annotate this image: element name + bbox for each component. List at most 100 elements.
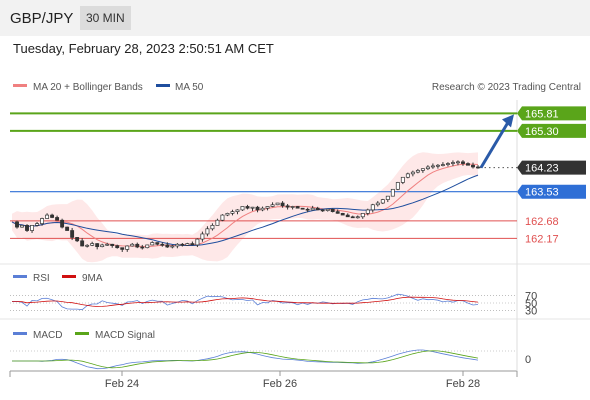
candle-body (390, 188, 395, 197)
candle-body (471, 164, 475, 168)
candle-body (140, 246, 145, 249)
candle-body (240, 206, 245, 211)
x-tick-label: Feb 24 (105, 378, 139, 390)
candle-body (450, 162, 455, 164)
credit-text: Research © 2023 Trading Central (432, 82, 581, 93)
candle-body (340, 212, 345, 216)
support-2-label: 162.17 (525, 233, 559, 245)
candle-body (265, 206, 270, 209)
candle-body (40, 218, 45, 225)
last-price-label: 164.23 (525, 163, 559, 175)
candle-body (285, 205, 290, 208)
candle-body (210, 225, 215, 230)
candle-body (445, 163, 450, 165)
candle-body (270, 204, 275, 207)
candle-body (185, 243, 190, 246)
candle-body (330, 208, 335, 212)
ma20-line (11, 163, 479, 248)
candle-body (380, 199, 385, 204)
candle-body (155, 242, 160, 245)
candle-body (145, 244, 150, 249)
resistance-1-tag (517, 123, 586, 138)
candle-body (395, 182, 400, 190)
candle-body (160, 243, 165, 246)
candle-body (370, 204, 375, 211)
candle-body (90, 243, 95, 246)
rsi-legend-label: RSI (33, 273, 50, 284)
pivot-label: 163.53 (525, 187, 559, 199)
candle-body (230, 211, 235, 214)
candle-body (150, 242, 155, 246)
candle-body (310, 207, 315, 211)
candle-body (120, 247, 125, 250)
rsi-ma-line (12, 296, 479, 307)
candle-body (20, 225, 24, 228)
resistance-1-label: 165.30 (525, 126, 559, 138)
candle-body (110, 243, 115, 246)
rsi-level-label-30: 30 (525, 305, 537, 317)
macd-line (12, 349, 479, 370)
candle-body (125, 245, 130, 250)
candle-body (35, 223, 40, 226)
candle-body (100, 244, 105, 248)
candle-body (290, 206, 295, 208)
candle-body (235, 209, 240, 212)
candle-body (430, 165, 435, 168)
rsi-level-label-70: 70 (525, 291, 537, 303)
candle-body (65, 226, 70, 231)
candle-body (195, 238, 200, 246)
candle-body (135, 243, 140, 248)
candle-body (435, 164, 440, 167)
last-price-tag (517, 160, 586, 175)
candle-body (75, 237, 80, 242)
candle-body (385, 195, 390, 200)
candle-body (275, 202, 280, 206)
ma20-legend-swatch (13, 84, 27, 87)
candle-body (425, 166, 430, 170)
candle-body (360, 212, 365, 218)
candle-body (95, 243, 100, 248)
timeframe-button[interactable]: 30 MIN (80, 6, 131, 30)
candle-body (250, 206, 255, 209)
rsi-ma-legend-swatch (62, 275, 76, 278)
ma50-legend-label: MA 50 (175, 82, 204, 93)
candle-body (350, 216, 355, 219)
candle-body (70, 230, 75, 238)
resistance-2-label: 165.81 (525, 108, 559, 120)
candle-body (415, 170, 420, 173)
candle-body (205, 228, 210, 235)
candle-body (105, 243, 110, 246)
candle-body (295, 206, 300, 209)
candle-body (325, 208, 330, 211)
rsi-ma-legend-label: 9MA (82, 273, 103, 284)
candle-body (170, 245, 175, 248)
candle-body (15, 221, 19, 228)
x-axis: Feb 24 Feb 26 Feb 28 (9, 371, 518, 390)
candle-body (115, 245, 120, 249)
candle-body (315, 207, 320, 211)
candle-body (200, 233, 205, 240)
macd-zero-label: 0 (525, 354, 531, 366)
rsi-line (11, 293, 479, 311)
rsi-legend-swatch (13, 275, 27, 278)
main-panel: 165.81 165.30 164.23 163.53 162.68 162.17 (10, 106, 586, 263)
ma50-line (11, 174, 479, 246)
candle-body (400, 176, 405, 183)
resistance-2-tag (517, 106, 586, 121)
candle-body (355, 216, 360, 219)
candle-body (165, 244, 170, 248)
macd-signal-legend-label: MACD Signal (95, 330, 155, 341)
candle-body (405, 173, 410, 178)
ma50-legend-swatch (156, 84, 170, 87)
candle-body (461, 161, 465, 164)
macd-panel: 0 (10, 349, 531, 370)
candle-body (175, 243, 180, 247)
rsi-level-label-50: 50 (525, 298, 537, 310)
symbol-title: GBP/JPY (10, 10, 74, 27)
candle-body (50, 214, 55, 218)
candle-body (305, 208, 310, 211)
support-1-label: 162.68 (525, 216, 559, 228)
candle-body (335, 211, 340, 214)
